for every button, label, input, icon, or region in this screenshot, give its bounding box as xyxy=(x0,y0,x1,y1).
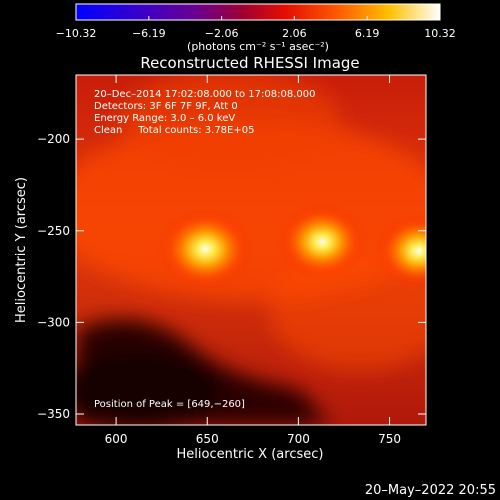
x-tick-label: 600 xyxy=(105,432,128,446)
colorbar-tick-label: 2.06 xyxy=(282,27,307,40)
y-axis-label: Heliocentric Y (arcsec) xyxy=(14,177,29,323)
colorbar-tick-label: −6.19 xyxy=(132,27,166,40)
colorbar-tick-label: −10.32 xyxy=(56,27,97,40)
x-axis: 600 650 700 750 xyxy=(105,75,401,446)
colorbar-tick-label: 10.32 xyxy=(424,27,456,40)
y-tick-label: −250 xyxy=(37,224,70,238)
flare-source xyxy=(374,213,426,289)
colorbar-tick-label: −2.06 xyxy=(205,27,239,40)
colorbar-gradient xyxy=(75,3,441,21)
flare-sources xyxy=(157,202,426,291)
x-tick-label: 700 xyxy=(287,432,310,446)
peak-position-label: Position of Peak = [649,−260] xyxy=(94,399,245,410)
y-tick-label: −200 xyxy=(37,132,70,146)
y-tick-label: −300 xyxy=(37,315,70,329)
annotation-block: 20–Dec–2014 17:02:08.000 to 17:08:08.000… xyxy=(94,89,315,136)
y-axis: −200 −250 −300 −350 xyxy=(37,132,426,421)
footer-timestamp: 20–May–2022 20:55 xyxy=(365,483,496,498)
annotation-total-counts: Clean Total counts: 3.78E+05 xyxy=(94,125,254,136)
colorbar-tick-label: 6.19 xyxy=(355,27,380,40)
x-axis-label: Heliocentric X (arcsec) xyxy=(177,447,324,462)
y-tick-label: −350 xyxy=(37,407,70,421)
flare-source xyxy=(157,207,254,291)
annotation-energy-range: Energy Range: 3.0 – 6.0 keV xyxy=(94,113,235,124)
colorbar-unit-label: (photons cm⁻² s⁻¹ asec⁻²) xyxy=(187,40,329,53)
plot-frame xyxy=(75,74,427,426)
colorbar: −10.32 −6.19 −2.06 2.06 6.19 10.32 (photons c… xyxy=(56,3,456,53)
x-tick-label: 650 xyxy=(196,432,219,446)
annotation-detectors: Detectors: 3F 6F 7F 9F, Att 0 xyxy=(94,101,238,112)
heatmap-image xyxy=(76,75,426,425)
colorbar-ticks: −10.32 −6.19 −2.06 2.06 6.19 10.32 xyxy=(56,16,456,40)
chart-title: Reconstructed RHESSI Image xyxy=(140,54,359,72)
annotation-time-range: 20–Dec–2014 17:02:08.000 to 17:08:08.000 xyxy=(94,89,315,100)
x-tick-label: 750 xyxy=(378,432,401,446)
flare-source xyxy=(276,202,368,281)
